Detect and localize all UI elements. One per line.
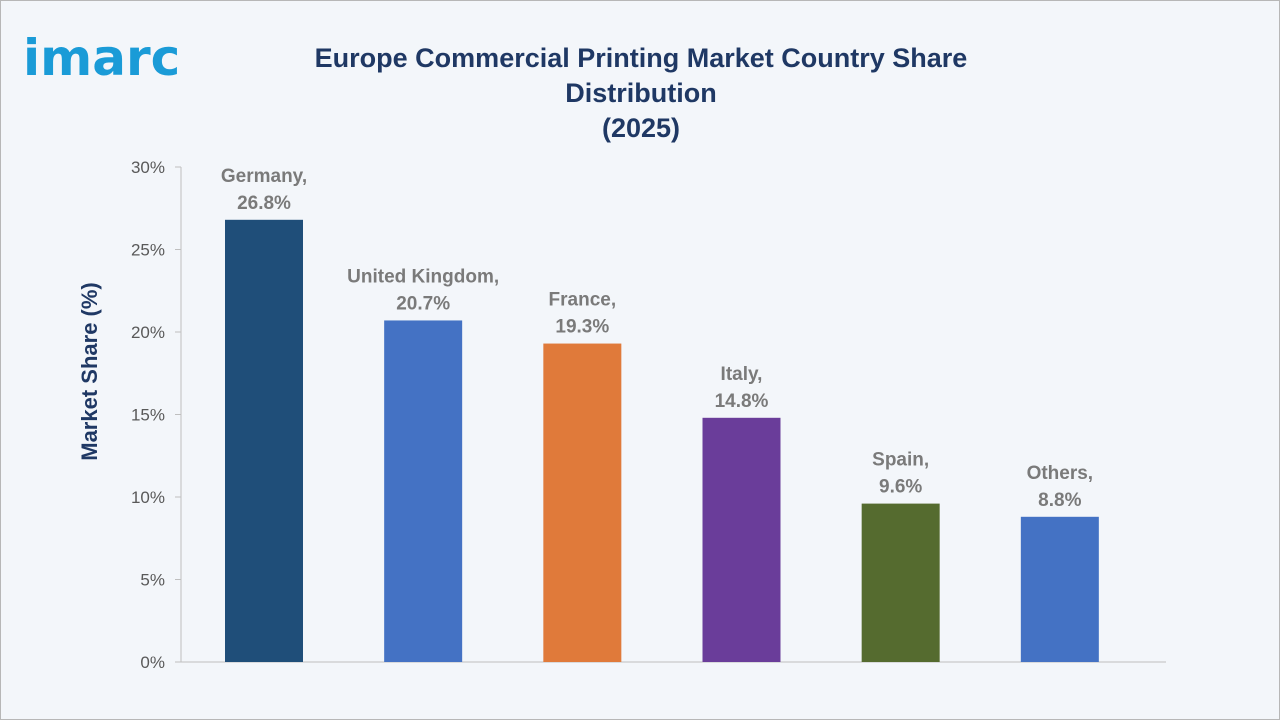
data-label-category: Italy,	[721, 364, 763, 385]
y-tick-label: 10%	[131, 488, 165, 507]
y-tick-label: 15%	[131, 406, 165, 425]
bar-italy	[702, 417, 781, 662]
bar-germany	[225, 219, 303, 663]
bar-united-kingdom	[384, 320, 463, 662]
chart-title-block: Europe Commercial Printing Market Countr…	[251, 41, 1031, 146]
y-tick-label: 30%	[131, 158, 165, 177]
data-label-category: Germany,	[221, 166, 307, 187]
data-label-value: 19.3%	[555, 317, 609, 338]
imarc-logo: imarc	[23, 29, 180, 87]
data-label-value: 8.8%	[1038, 490, 1081, 511]
chart-subtitle: (2025)	[601, 113, 681, 143]
data-label-category: United Kingdom,	[347, 266, 499, 287]
data-label-value: 14.8%	[715, 391, 769, 412]
y-tick-label: 25%	[131, 241, 165, 260]
data-label-category: France,	[549, 290, 617, 311]
y-axis-title: Market Share (%)	[77, 282, 102, 461]
data-label-category: Others,	[1027, 463, 1094, 484]
bar-france	[543, 343, 622, 662]
logo-text: imarc	[23, 29, 180, 87]
bar-spain	[861, 503, 940, 662]
y-tick-label: 0%	[140, 653, 165, 672]
y-tick-label: 5%	[140, 571, 165, 590]
data-label-value: 20.7%	[396, 293, 450, 314]
chart-title: Europe Commercial Printing Market Countr…	[314, 43, 968, 108]
data-label-value: 9.6%	[879, 477, 922, 498]
y-tick-label: 20%	[131, 323, 165, 342]
bar-others	[1020, 516, 1099, 662]
data-label-category: Spain,	[872, 450, 929, 471]
data-label-value: 26.8%	[237, 193, 291, 214]
